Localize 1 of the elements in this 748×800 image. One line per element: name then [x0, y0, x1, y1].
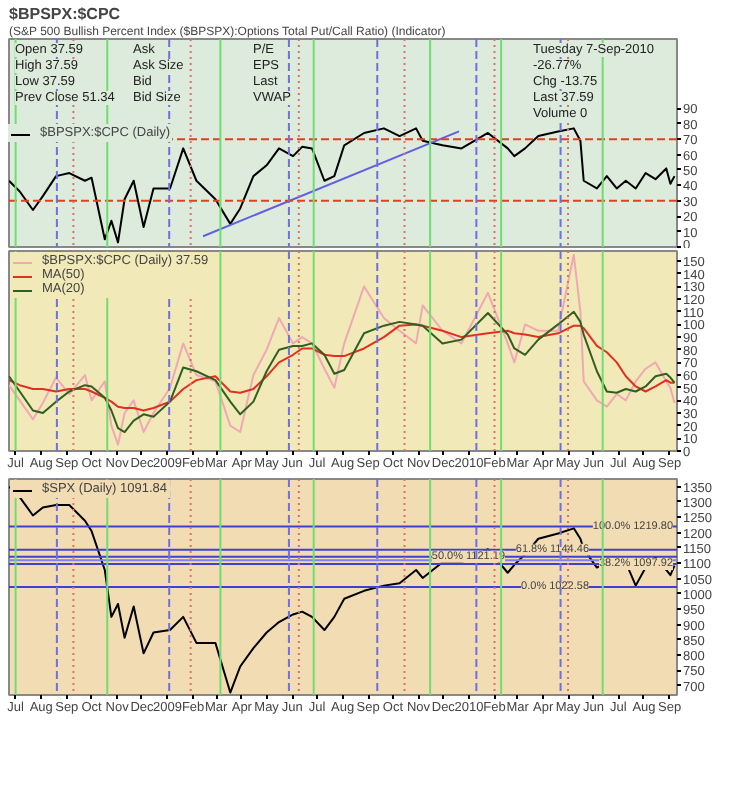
chart-title: $BPSPX:$CPC	[9, 5, 121, 23]
